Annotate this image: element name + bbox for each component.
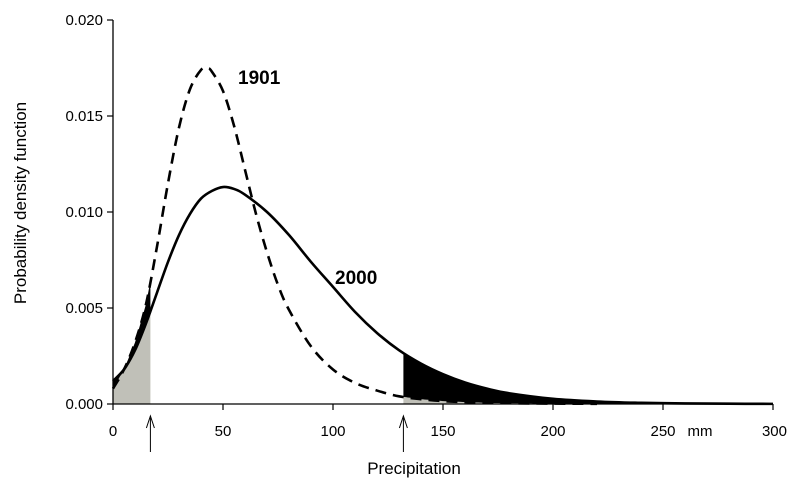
y-tick-label-3: 0.015 bbox=[65, 108, 103, 125]
threshold-arrow-head-0 bbox=[145, 414, 155, 429]
series-line-1901 bbox=[111, 66, 598, 406]
threshold-markers bbox=[145, 414, 408, 452]
y-tick-label-1: 0.005 bbox=[65, 300, 103, 317]
tick-labels: 0.000 0.005 0.010 0.015 0.020 0 50 100 150 200 250… bbox=[65, 12, 787, 440]
x-unit-label: mm bbox=[688, 423, 713, 440]
axes bbox=[107, 19, 774, 410]
x-tick-label-0: 0 bbox=[109, 423, 117, 440]
x-tick-label-3: 150 bbox=[430, 423, 455, 440]
y-axis-title: Probability density function bbox=[11, 102, 30, 304]
shaded-regions bbox=[113, 281, 773, 404]
y-tick-label-4: 0.020 bbox=[65, 12, 103, 29]
x-tick-label-1: 50 bbox=[215, 423, 232, 440]
y-tick-label-2: 0.010 bbox=[65, 204, 103, 221]
x-tick-label-5: 250 bbox=[650, 423, 675, 440]
series-lines bbox=[111, 66, 774, 406]
series-label-2000: 2000 bbox=[335, 268, 377, 289]
x-tick-label-2: 100 bbox=[320, 423, 345, 440]
shaded-region-base-1 bbox=[403, 396, 773, 404]
x-tick-label-6: 300 bbox=[762, 423, 787, 440]
threshold-arrow-head-1 bbox=[398, 414, 408, 429]
x-axis-title: Precipitation bbox=[367, 459, 461, 478]
series-line-2000 bbox=[112, 185, 774, 406]
y-tick-label-0: 0.000 bbox=[65, 396, 103, 413]
x-tick-label-4: 200 bbox=[540, 423, 565, 440]
shaded-region-band-1 bbox=[403, 352, 773, 404]
series-label-1901: 1901 bbox=[238, 68, 281, 89]
